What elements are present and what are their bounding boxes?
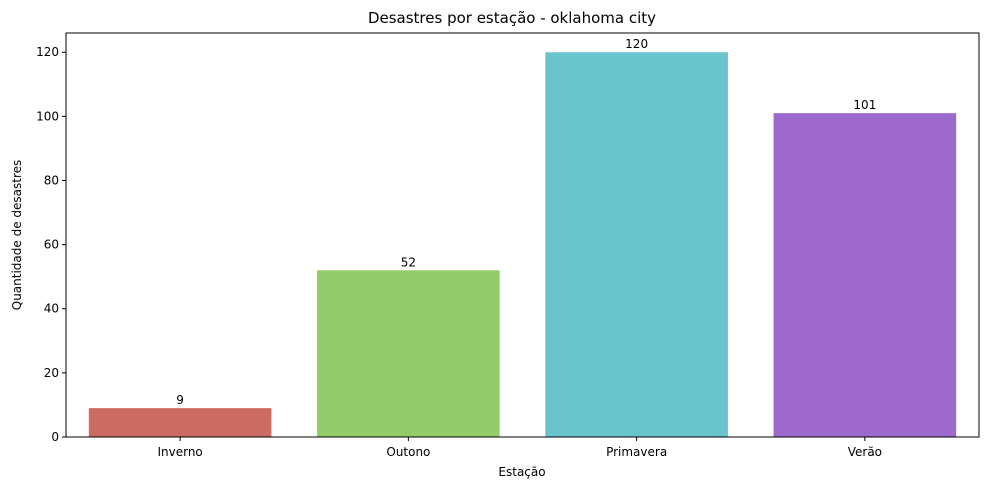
y-tick-label: 80 [44,173,59,187]
plot-frame [65,32,980,438]
data-label-outono: 52 [401,255,416,269]
y-tick-label: 120 [36,45,59,59]
x-tick-label: Outono [386,445,430,459]
chart-title: Desastres por estação - oklahoma city [368,9,656,27]
bars-group [88,52,957,438]
y-tick-label: 0 [51,430,59,444]
y-axis-label: Quantidade de desastres [10,160,24,311]
bar-verão [773,113,957,438]
data-label-verão: 101 [853,98,876,112]
bar-outono [317,270,500,437]
bar-primavera [545,52,728,437]
bar-inverno [88,408,272,437]
data-label-inverno: 9 [176,393,184,407]
y-tick-label: 100 [36,109,59,123]
x-tick-label: Inverno [157,445,202,459]
y-axis: 0 20 40 60 80 100 120 [36,45,66,444]
y-tick-label: 20 [44,366,59,380]
y-tick-label: 60 [44,238,59,252]
x-tick-label: Verão [848,445,882,459]
x-tick-label: Primavera [606,445,667,459]
y-tick-label: 40 [44,302,59,316]
data-labels-group: 9 52 120 101 [176,37,876,407]
x-axis: Inverno Outono Primavera Verão [157,437,882,459]
data-label-primavera: 120 [625,37,648,51]
x-axis-label: Estação [498,465,545,479]
